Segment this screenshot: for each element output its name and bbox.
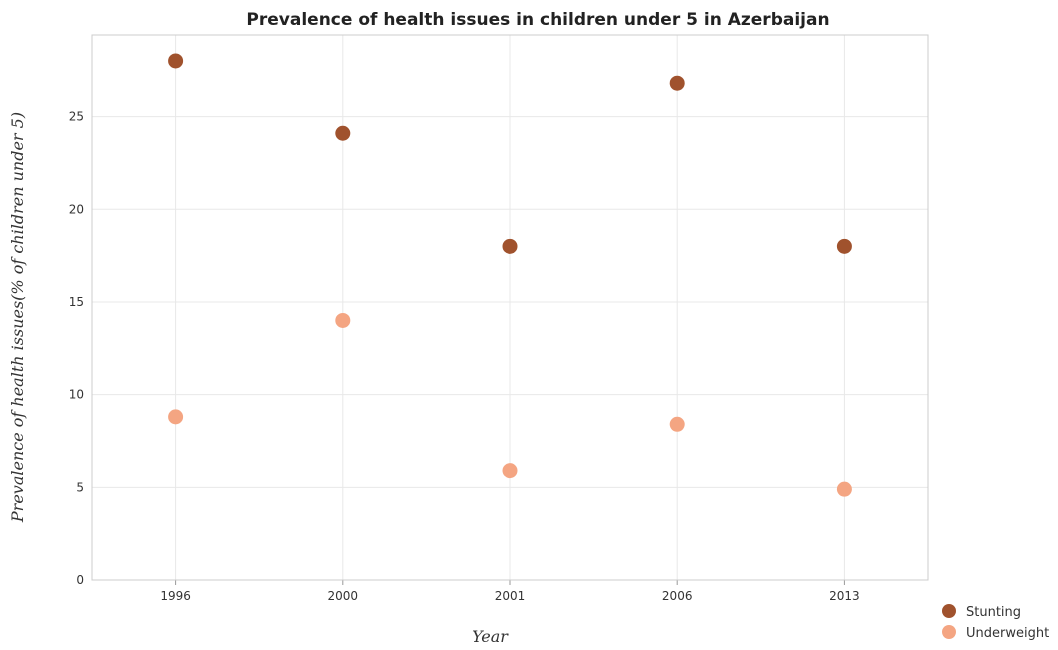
underweight-point-2006 [669,416,685,432]
grid [92,35,928,581]
x-tick-label: 2013 [829,589,860,603]
y-axis-label: Prevalence of health issues(% of childre… [8,112,27,523]
underweight-point-2000 [335,312,351,328]
stunting-point-2001 [502,238,518,254]
underweight-point-2013 [836,481,852,497]
axes: 0 5 10 15 20 25 1996 2000 2001 2006 2013 [69,34,929,603]
x-axis-label: Year [472,627,509,646]
y-tick-label: 25 [69,110,84,124]
y-tick-label: 20 [69,202,84,216]
stunting-legend-label: Stunting [966,605,1021,620]
stunting-point-2000 [335,125,351,141]
x-tick-label: 2001 [495,589,526,603]
underweight-legend-marker [942,625,956,639]
plot-frame [91,34,929,581]
x-tick-label: 2000 [328,589,359,603]
legend: Stunting Underweight [942,604,1049,641]
chart-title: Prevalence of health issues in children … [246,10,829,30]
underweight-point-1996 [168,409,184,425]
y-tick-label: 10 [69,388,84,402]
y-tick-label: 5 [76,480,84,494]
stunting-point-1996 [168,53,184,69]
x-tick-label: 2006 [662,589,693,603]
y-tick-label: 0 [76,573,84,587]
underweight-point-2001 [502,463,518,479]
underweight-legend-label: Underweight [966,626,1049,641]
stunting-legend-marker [942,604,956,618]
x-tick-label: 1996 [160,589,191,603]
stunting-point-2006 [669,75,685,91]
data-points [168,53,852,497]
stunting-point-2013 [836,238,852,254]
y-tick-label: 15 [69,295,84,309]
